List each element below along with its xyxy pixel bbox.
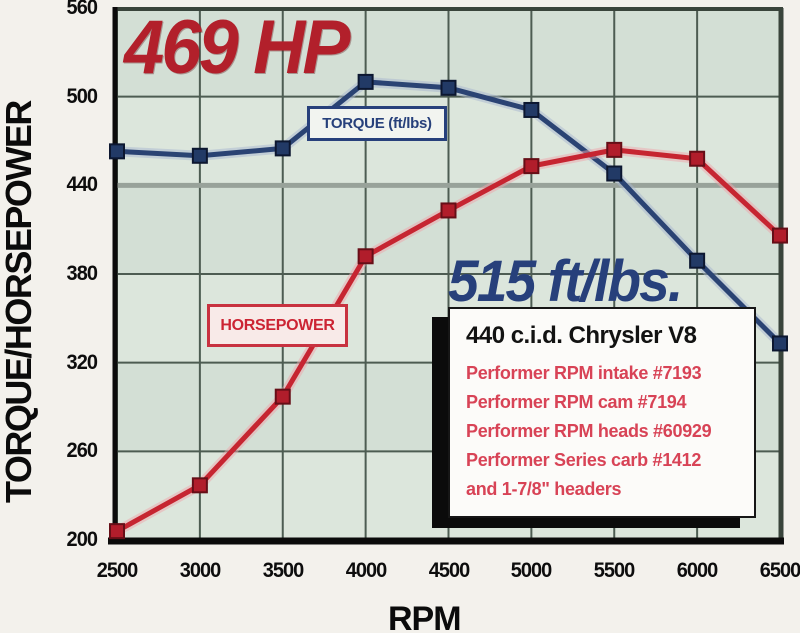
data-point-marker [606, 141, 623, 158]
x-tick-label: 4000 [345, 559, 387, 582]
data-point-marker [109, 143, 125, 160]
data-point-marker [772, 335, 788, 352]
data-point-marker [523, 158, 540, 175]
y-tick-label: 200 [66, 528, 98, 551]
data-point-marker [689, 252, 706, 269]
engine-info-title: 440 c.i.d. Chrysler V8 [466, 322, 697, 349]
x-tick-label: 3500 [262, 559, 304, 582]
data-point-marker [357, 73, 374, 90]
data-point-marker [191, 147, 208, 164]
engine-info-lines: Performer RPM intake #7193 Performer RPM… [466, 359, 740, 504]
data-point-marker [109, 523, 125, 540]
torque-series-label: TORQUE (ft/lbs) [307, 106, 447, 141]
data-point-marker [523, 101, 540, 118]
data-point-marker [274, 140, 291, 157]
engine-info-line: Performer RPM cam #7194 [466, 392, 687, 412]
x-tick-label: 3000 [179, 559, 222, 582]
data-point-marker [274, 388, 291, 405]
torque-peak-annotation: 515 ft/lbs. [448, 249, 683, 314]
data-point-marker [440, 79, 457, 96]
y-tick-label: 560 [66, 0, 98, 19]
data-point-marker [606, 165, 623, 182]
engine-info-box: 440 c.i.d. Chrysler V8 Performer RPM int… [448, 307, 756, 518]
x-tick-label: 5000 [511, 559, 553, 582]
y-tick-label: 320 [66, 350, 98, 374]
x-axis-title: RPM [388, 600, 462, 633]
engine-info-line: Performer RPM heads #60929 [466, 421, 712, 441]
x-tick-label: 4500 [428, 559, 470, 582]
data-point-marker [191, 477, 208, 494]
x-tick-label: 5500 [593, 559, 636, 582]
y-tick-label: 440 [66, 173, 98, 197]
x-tick-label: 6500 [759, 559, 800, 582]
y-tick-label: 260 [66, 439, 98, 463]
data-point-marker [772, 227, 788, 244]
data-point-marker [440, 202, 457, 219]
x-tick-label: 6000 [676, 559, 719, 582]
y-tick-label: 380 [66, 262, 98, 285]
data-point-marker [689, 150, 706, 167]
horsepower-series-label: HORSEPOWER [207, 304, 348, 347]
y-tick-label: 500 [66, 84, 98, 108]
engine-info-line: and 1-7/8" headers [466, 479, 622, 499]
data-point-marker [357, 248, 374, 265]
engine-info-line: Performer Series carb #1412 [466, 450, 702, 470]
x-tick-label: 2500 [96, 559, 139, 582]
hp-peak-annotation: 469 HP [124, 5, 351, 90]
engine-info-line: Performer RPM intake #7193 [466, 363, 702, 383]
